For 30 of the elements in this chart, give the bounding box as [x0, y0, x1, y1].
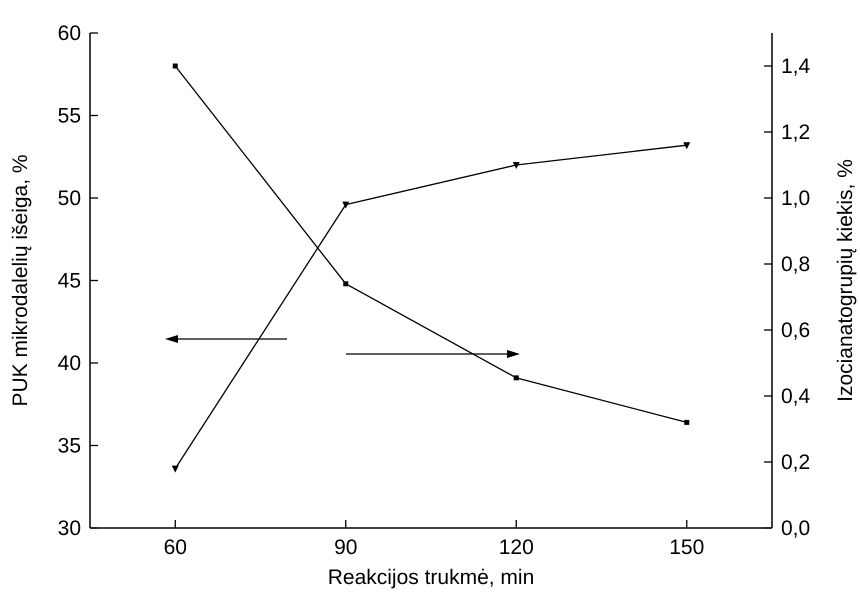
y-tick-label: 45 [58, 270, 81, 292]
point [172, 64, 178, 68]
x-axis-title: Reakcijos trukmė, min [328, 566, 534, 589]
point [342, 202, 350, 209]
point [172, 466, 179, 473]
y-tick-label: 50 [58, 187, 81, 210]
y-tick-label: 40 [58, 352, 81, 375]
y2-tick-label: 1,4 [781, 55, 811, 78]
y2-tick-label: 0,0 [781, 517, 810, 540]
y-tick-label: 60 [58, 22, 81, 45]
y2-tick-label: 0,2 [781, 451, 810, 474]
point [683, 142, 690, 150]
x-tick-label: 90 [334, 536, 358, 559]
x-tick-label: 120 [498, 536, 534, 559]
point [684, 420, 690, 425]
y-tick-label: 35 [58, 434, 81, 458]
x-tick-label: 60 [164, 536, 187, 559]
point [343, 281, 348, 286]
y2-tick-label: 1,2 [781, 121, 810, 144]
y2-axis-title: Izocianatogrupių kiekis, % [834, 159, 857, 402]
y-tick-label: 30 [58, 517, 81, 540]
point [512, 162, 520, 169]
y2-tick-label: 0,6 [781, 319, 810, 342]
y-axis-title: PUK mikrodalelių išeiga, % [9, 154, 32, 407]
y2-tick-label: 0,8 [781, 253, 810, 276]
y2-tick-label: 1,0 [781, 187, 810, 210]
x-tick-label: 150 [669, 536, 704, 559]
point [514, 375, 519, 380]
y-tick-label: 55 [58, 104, 81, 128]
y2-tick-label: 0,4 [781, 385, 811, 408]
